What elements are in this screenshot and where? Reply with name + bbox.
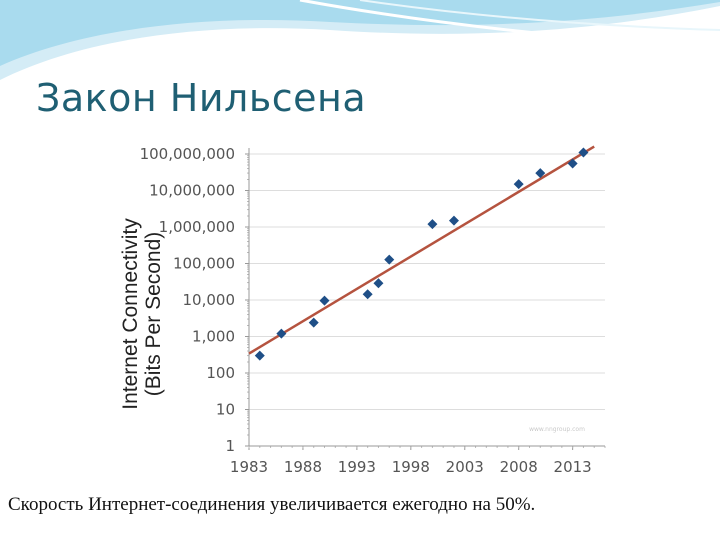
x-tick-label: 2003 (446, 458, 484, 476)
y-tick-label: 1 (225, 437, 235, 455)
y-tick-label: 10 (216, 401, 235, 419)
chart: 100,000,000 10,000,000 1,000,000 100,000 10,… (112, 138, 612, 478)
data-point-marker (535, 168, 546, 179)
header-wave-stroke-2 (359, 0, 720, 31)
y-tick-label: 100 (206, 364, 235, 382)
data-point-marker (427, 219, 438, 230)
data-point-marker (362, 289, 373, 300)
trendline (248, 145, 595, 355)
data-point-marker (254, 350, 265, 361)
y-tick-label: 10,000 (183, 291, 236, 309)
watermark-text: www.nngroup.com (529, 426, 585, 433)
y-tick-label: 100,000 (173, 255, 235, 273)
slide-header-wave (0, 0, 720, 80)
data-point-marker (373, 278, 384, 289)
data-point-marker (448, 215, 459, 226)
header-wave-band (0, 0, 720, 66)
slide-caption: Скорость Интернет-соединения увеличивает… (8, 494, 536, 515)
chart-grid (249, 153, 605, 447)
y-tick-label: 10,000,000 (149, 182, 235, 200)
y-tick-label: 1,000 (192, 328, 235, 346)
data-point-marker (308, 317, 319, 328)
y-axis-title-line2: (Bits Per Second) (142, 232, 165, 397)
data-point-marker (319, 295, 330, 306)
x-tick-label: 1988 (284, 458, 322, 476)
slide-title: Закон Нильсена (36, 76, 367, 120)
chart-svg: 100,000,000 10,000,000 1,000,000 100,000 10,… (119, 145, 606, 476)
data-point-marker (578, 147, 589, 158)
data-points (254, 147, 589, 361)
data-point-marker (384, 254, 395, 265)
x-tick-label: 1983 (230, 458, 268, 476)
data-point-marker (513, 179, 524, 190)
data-point-marker (276, 328, 287, 339)
data-point-marker (567, 158, 578, 169)
header-wave-stroke (299, 0, 720, 50)
chart-axes (245, 148, 606, 450)
y-tick-label: 100,000,000 (140, 145, 235, 163)
x-tick-label: 2008 (500, 458, 538, 476)
x-tick-label: 2013 (554, 458, 592, 476)
y-tick-label: 1,000,000 (159, 218, 235, 236)
x-tick-label: 1993 (338, 458, 376, 476)
y-axis-title-line1: Internet Connectivity (119, 218, 142, 410)
y-tick-labels: 100,000,000 10,000,000 1,000,000 100,000 10,… (140, 145, 235, 455)
x-tick-labels: 1983 1988 1993 1998 2003 2008 2013 (230, 458, 592, 476)
x-tick-label: 1998 (392, 458, 430, 476)
